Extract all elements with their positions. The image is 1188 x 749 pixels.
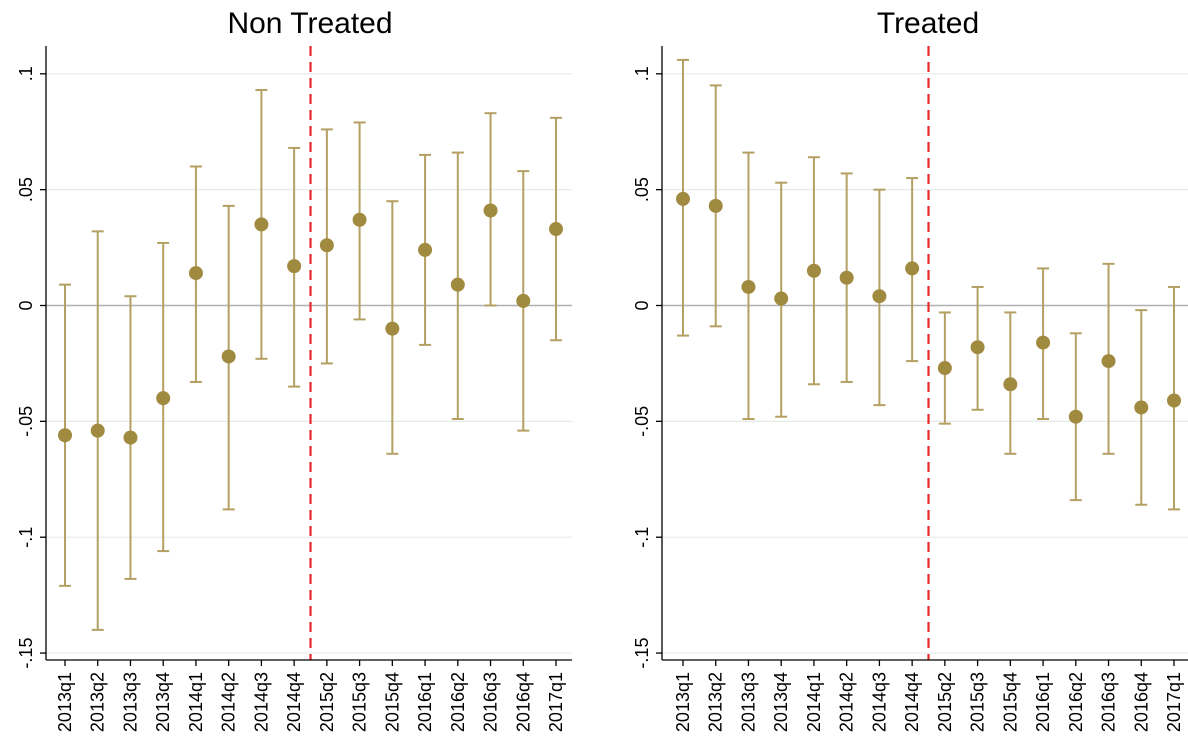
x-tick-label: 2016q1 <box>415 672 435 732</box>
y-tick-label: .1 <box>16 66 36 81</box>
x-tick-label: 2016q2 <box>1066 672 1086 732</box>
data-point <box>774 291 789 306</box>
data-point <box>839 270 854 285</box>
y-tick-label: 0 <box>632 300 652 310</box>
x-tick-label: 2017q1 <box>546 672 566 732</box>
data-point <box>352 212 367 227</box>
x-tick-label: 2015q4 <box>1000 672 1020 732</box>
x-tick-label: 2017q1 <box>1164 672 1184 732</box>
x-tick-label: 2015q4 <box>382 672 402 732</box>
y-tick-label: .05 <box>16 177 36 202</box>
x-tick-label: 2015q2 <box>935 672 955 732</box>
data-point <box>221 349 236 364</box>
x-tick-label: 2016q1 <box>1033 672 1053 732</box>
data-point <box>58 428 72 443</box>
y-tick-label: -.15 <box>16 638 36 669</box>
x-tick-label: 2016q3 <box>1099 672 1119 732</box>
x-tick-label: 2013q4 <box>153 672 173 732</box>
x-tick-label: 2013q3 <box>120 672 140 732</box>
data-point <box>872 289 887 304</box>
data-point <box>549 222 563 237</box>
x-tick-label: 2014q3 <box>251 672 271 732</box>
data-point <box>1101 354 1116 369</box>
data-point <box>90 423 105 438</box>
x-tick-label: 2013q3 <box>738 672 758 732</box>
x-tick-label: 2014q2 <box>219 672 239 732</box>
y-tick-label: .1 <box>632 66 652 81</box>
data-point <box>385 321 400 336</box>
x-tick-label: 2016q4 <box>1131 672 1151 732</box>
data-point <box>676 191 690 206</box>
x-tick-label: 2014q4 <box>284 672 304 732</box>
x-tick-label: 2014q2 <box>837 672 857 732</box>
data-point <box>483 203 498 218</box>
data-point <box>937 361 952 376</box>
x-tick-label: 2016q3 <box>481 672 501 732</box>
y-tick-label: -.15 <box>632 638 652 669</box>
data-point <box>708 198 723 213</box>
x-tick-label: 2014q3 <box>869 672 889 732</box>
x-tick-label: 2015q2 <box>317 672 337 732</box>
data-point <box>1167 393 1181 408</box>
y-tick-label: -.05 <box>632 406 652 437</box>
x-tick-label: 2016q2 <box>448 672 468 732</box>
data-point <box>287 259 302 274</box>
x-tick-label: 2014q1 <box>804 672 824 732</box>
x-tick-label: 2013q2 <box>706 672 726 732</box>
x-tick-label: 2014q1 <box>186 672 206 732</box>
data-point <box>418 242 433 257</box>
y-tick-label: 0 <box>16 300 36 310</box>
x-tick-label: 2013q1 <box>55 672 75 732</box>
panel-treated: Treated .1 .05 0 -.05 -.1 -.15 2013q1 2013q2 201… <box>632 7 1188 732</box>
x-tick-label: 2013q4 <box>771 672 791 732</box>
x-tick-label: 2013q1 <box>673 672 693 732</box>
data-point <box>156 391 171 406</box>
x-tick-label: 2015q3 <box>968 672 988 732</box>
panel-non-treated: Non Treated .1 .05 0 -.05 -.1 -.15 2013q1 2013q… <box>16 7 572 732</box>
panel-title: Non Treated <box>227 7 392 40</box>
x-tick-label: 2014q4 <box>902 672 922 732</box>
data-point <box>123 430 138 445</box>
x-tick-label: 2013q2 <box>88 672 108 732</box>
y-tick-label: -.05 <box>16 406 36 437</box>
data-point <box>741 279 756 294</box>
y-tick-label: -.1 <box>16 527 36 548</box>
data-point <box>1003 377 1018 392</box>
data-point <box>970 340 985 355</box>
data-point <box>806 263 821 278</box>
data-point <box>319 238 334 253</box>
data-point <box>188 266 203 281</box>
y-tick-label: -.1 <box>632 527 652 548</box>
data-point <box>905 261 920 276</box>
data-point <box>450 277 465 292</box>
x-tick-label: 2016q4 <box>513 672 533 732</box>
data-point <box>1036 335 1051 350</box>
data-point <box>254 217 269 232</box>
x-tick-label: 2015q3 <box>350 672 370 732</box>
data-point <box>516 293 531 308</box>
y-tick-label: .05 <box>632 177 652 202</box>
data-point <box>1134 400 1149 415</box>
panel-title: Treated <box>877 7 979 40</box>
data-point <box>1068 409 1083 424</box>
